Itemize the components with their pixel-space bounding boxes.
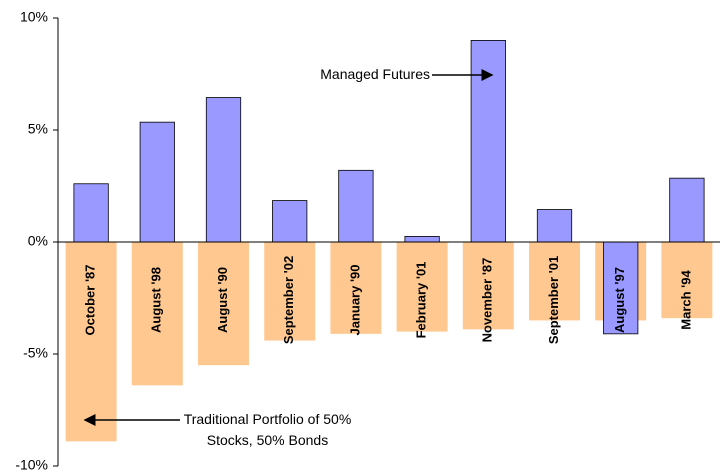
bar: [139, 121, 175, 243]
series-annotation: Traditional Portfolio of 50% Stocks, 50%…: [183, 411, 352, 448]
category-label: August '97: [612, 267, 627, 333]
bar: [470, 40, 506, 243]
bar: [65, 242, 117, 442]
bar: [330, 242, 382, 334]
bar: [669, 177, 705, 243]
category-label: September '02: [281, 256, 296, 344]
bar: [404, 235, 440, 243]
bar: [131, 242, 183, 386]
category-label: October '87: [83, 264, 98, 335]
y-tick-label: -10%: [15, 457, 48, 473]
bar: [603, 241, 639, 335]
bar: [462, 242, 514, 330]
category-label: August '98: [149, 267, 164, 333]
category-label: January '90: [347, 264, 362, 335]
bar: [661, 242, 713, 319]
bar: [529, 242, 580, 321]
bar: [198, 242, 249, 366]
y-tick-label: 5%: [28, 121, 48, 137]
bar: [536, 209, 573, 243]
bar: [338, 169, 374, 243]
category-label: March '94: [678, 270, 693, 330]
y-tick-label: -5%: [23, 345, 48, 361]
bar: [73, 183, 109, 243]
bar: [396, 242, 448, 332]
series-annotation: Managed Futures: [320, 66, 430, 82]
category-label: September '01: [546, 256, 561, 344]
bar: [264, 242, 316, 341]
y-tick-label: 0%: [28, 233, 48, 249]
category-label: February '01: [414, 262, 429, 339]
bar: [272, 200, 308, 243]
y-tick-label: 10%: [20, 9, 48, 25]
category-label: August '90: [215, 267, 230, 333]
bar: [205, 97, 242, 243]
category-label: November '87: [480, 258, 495, 343]
